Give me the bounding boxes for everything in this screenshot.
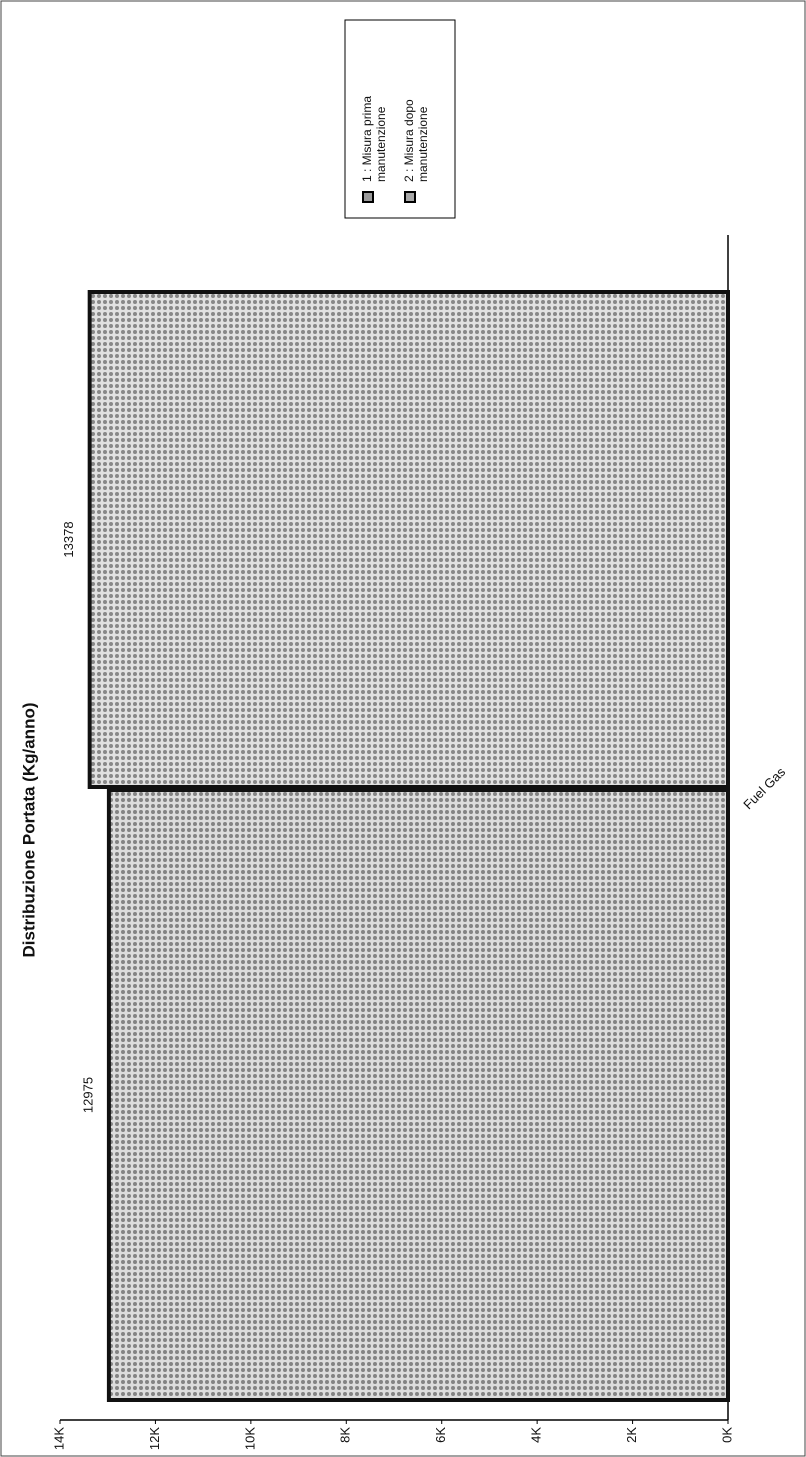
- y-tick-label: 2K: [624, 1427, 639, 1443]
- y-tick-label: 4K: [529, 1427, 544, 1443]
- y-tick-label: 8K: [338, 1427, 353, 1443]
- legend-swatch: [405, 192, 415, 202]
- page: {"chart_data": {"type": "bar", "title": …: [0, 0, 806, 1457]
- legend-swatch: [363, 192, 373, 202]
- y-tick-label: 6K: [433, 1427, 448, 1443]
- data-label: 12975: [80, 1077, 95, 1113]
- y-tick-label: 12K: [147, 1427, 162, 1450]
- rotated-chart: Distribuzione Portata (Kg/anno) 0K 2K 4K 6K 8…: [19, 20, 788, 1450]
- legend-label: 1 : Misura primamanutenzione: [360, 96, 388, 182]
- bar-tint: [111, 792, 726, 1398]
- chart-title: Distribuzione Portata (Kg/anno): [19, 703, 38, 958]
- y-tick-label: 0K: [719, 1427, 734, 1443]
- bar-tint: [92, 294, 726, 785]
- x-tick-label: Fuel Gas: [740, 764, 788, 812]
- chart: Distribuzione Portata (Kg/anno) 0K 2K 4K 6K 8…: [0, 0, 806, 1457]
- y-tick-label: 14K: [51, 1427, 66, 1450]
- y-tick-label: 10K: [242, 1427, 257, 1450]
- data-label: 13378: [61, 521, 76, 557]
- legend-label: 2 : Misura dopomanutenzione: [402, 99, 430, 182]
